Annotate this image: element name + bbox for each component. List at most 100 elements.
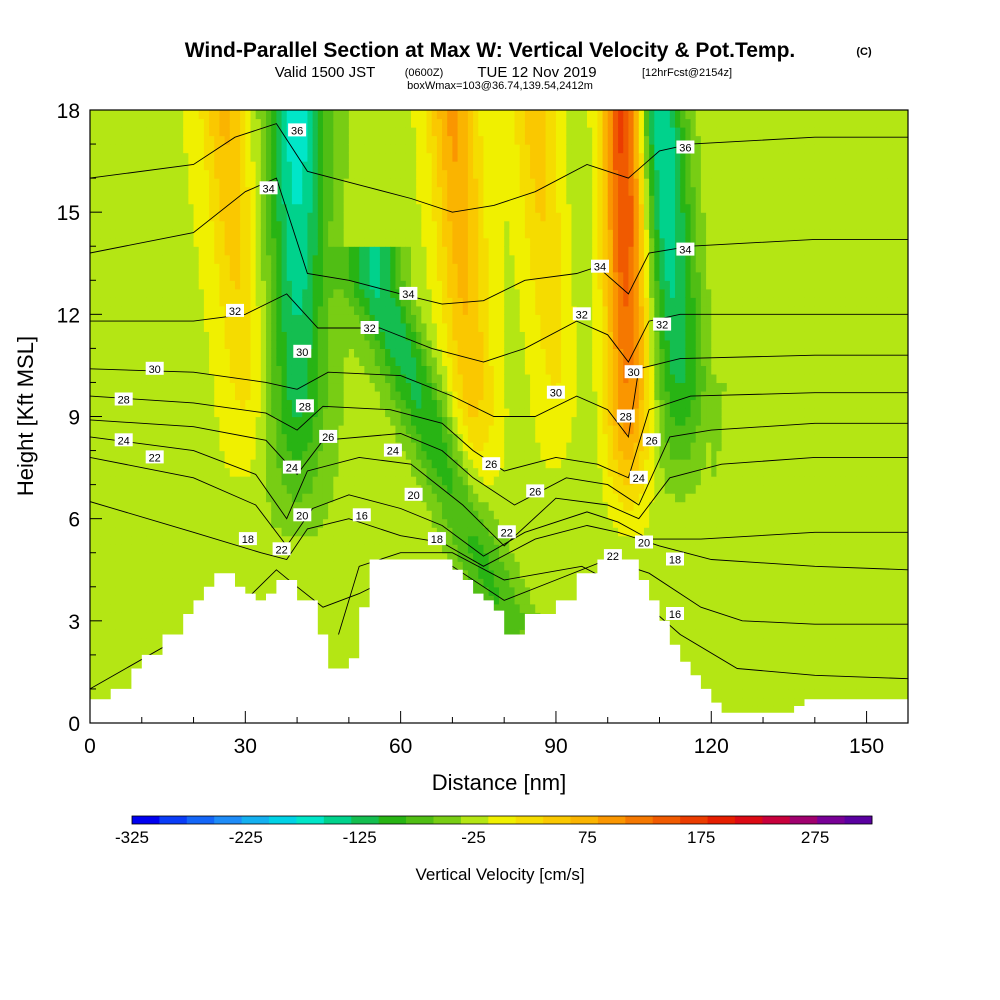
w-cell	[302, 118, 309, 128]
w-cell	[167, 288, 174, 298]
w-cell	[322, 356, 329, 367]
w-cell	[374, 212, 381, 222]
w-cell	[297, 203, 303, 213]
w-cell	[110, 356, 117, 367]
w-cell	[203, 212, 210, 222]
w-cell	[266, 442, 272, 452]
w-cell	[343, 459, 350, 469]
w-cell	[431, 407, 438, 418]
w-cell	[162, 595, 169, 605]
w-cell	[167, 339, 174, 349]
w-cell	[317, 110, 324, 120]
w-cell	[317, 586, 324, 596]
w-cell	[100, 654, 107, 664]
w-cell	[302, 569, 309, 579]
w-cell	[255, 493, 262, 503]
w-cell	[307, 442, 314, 452]
w-cell	[131, 612, 138, 622]
w-cell	[260, 212, 267, 222]
w-cell	[322, 365, 329, 375]
w-cell	[385, 254, 391, 264]
w-cell	[379, 212, 386, 222]
w-cell	[276, 416, 283, 426]
w-cell	[343, 595, 350, 605]
w-cell	[115, 382, 122, 392]
w-cell	[281, 271, 288, 281]
w-cell	[374, 425, 381, 435]
w-cell	[369, 118, 376, 128]
w-cell	[193, 195, 200, 205]
w-cell	[379, 246, 386, 256]
w-cell	[302, 288, 309, 298]
w-cell	[416, 203, 422, 213]
w-cell	[245, 552, 252, 562]
w-cell	[152, 271, 158, 281]
w-cell	[110, 527, 117, 537]
w-cell	[436, 135, 443, 145]
w-cell	[178, 578, 184, 588]
w-cell	[302, 271, 309, 281]
w-cell	[379, 169, 386, 179]
w-cell	[385, 118, 391, 128]
w-cell	[307, 152, 314, 162]
w-cell	[281, 297, 288, 307]
w-cell	[276, 178, 283, 188]
w-cell	[369, 229, 376, 239]
w-cell	[90, 501, 96, 511]
w-cell	[172, 561, 179, 571]
w-cell	[146, 144, 153, 154]
w-cell	[281, 493, 288, 503]
w-cell	[426, 425, 433, 435]
w-cell	[141, 390, 148, 401]
w-cell	[260, 314, 267, 324]
w-cell	[141, 254, 148, 264]
w-cell	[421, 220, 428, 230]
w-cell	[209, 203, 215, 213]
w-cell	[343, 220, 350, 230]
w-cell	[203, 356, 210, 367]
w-cell	[364, 305, 371, 315]
w-cell	[328, 135, 334, 145]
w-cell	[348, 373, 355, 384]
w-cell	[348, 484, 355, 494]
w-cell	[219, 331, 226, 341]
w-cell	[250, 271, 257, 281]
w-cell	[95, 169, 101, 179]
w-cell	[385, 467, 391, 477]
w-cell	[100, 425, 107, 435]
w-cell	[291, 373, 298, 384]
w-cell	[271, 493, 277, 503]
w-cell	[400, 186, 407, 196]
w-cell	[100, 459, 107, 469]
w-cell	[359, 356, 365, 367]
w-cell	[333, 399, 340, 409]
w-cell	[390, 254, 397, 264]
w-cell	[219, 493, 226, 503]
w-cell	[260, 161, 267, 171]
w-cell	[229, 365, 236, 375]
w-cell	[312, 442, 319, 452]
w-cell	[240, 297, 246, 307]
w-cell	[276, 280, 283, 290]
w-cell	[281, 322, 288, 332]
w-cell	[281, 237, 288, 247]
w-cell	[115, 544, 122, 554]
w-cell	[416, 510, 422, 520]
w-cell	[369, 246, 376, 256]
w-cell	[214, 322, 221, 332]
w-cell	[385, 476, 391, 486]
w-cell	[322, 603, 329, 613]
w-cell	[188, 416, 195, 426]
w-cell	[442, 518, 448, 528]
w-cell	[364, 390, 371, 401]
w-cell	[90, 373, 96, 384]
w-cell	[95, 314, 101, 324]
w-cell	[271, 484, 277, 494]
w-cell	[405, 416, 412, 426]
w-cell	[224, 501, 231, 511]
w-cell	[105, 527, 112, 537]
w-cell	[209, 331, 215, 341]
w-cell	[183, 501, 189, 511]
w-cell	[188, 288, 195, 298]
w-cell	[317, 450, 324, 460]
